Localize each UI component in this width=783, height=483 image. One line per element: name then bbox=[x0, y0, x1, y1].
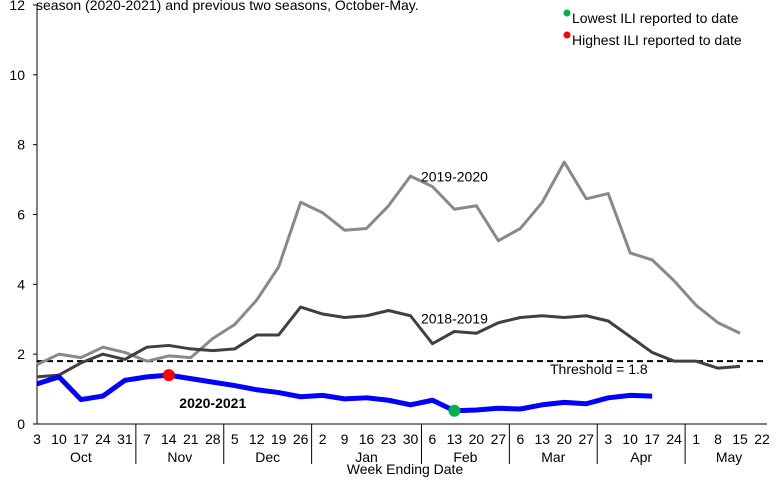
x-tick-label: 1 bbox=[692, 431, 700, 447]
x-tick-label: 6 bbox=[429, 431, 437, 447]
y-tick-label: 6 bbox=[17, 207, 25, 223]
y-tick-label: 8 bbox=[17, 137, 25, 153]
x-tick-label: 6 bbox=[516, 431, 524, 447]
legend-label: Highest ILI reported to date bbox=[572, 32, 742, 48]
x-tick-label: 31 bbox=[117, 431, 133, 447]
y-tick-label: 12 bbox=[9, 0, 25, 13]
x-tick-label: 10 bbox=[51, 431, 67, 447]
x-tick-label: 28 bbox=[205, 431, 221, 447]
series-line bbox=[36, 372, 653, 414]
series-line bbox=[36, 305, 741, 379]
x-tick-label: 3 bbox=[33, 431, 41, 447]
highlight-point bbox=[448, 404, 461, 417]
x-tick-label: 17 bbox=[73, 431, 89, 447]
month-label: Mar bbox=[541, 449, 565, 465]
month-label: Feb bbox=[453, 449, 477, 465]
x-tick-label: 20 bbox=[469, 431, 485, 447]
x-tick-label: 20 bbox=[556, 431, 572, 447]
x-tick-label: 9 bbox=[341, 431, 349, 447]
x-tick-label: 7 bbox=[143, 431, 151, 447]
month-label: May bbox=[716, 449, 742, 465]
series-line bbox=[36, 160, 741, 366]
x-tick-label: 27 bbox=[491, 431, 507, 447]
x-tick-label: 30 bbox=[403, 431, 419, 447]
x-tick-label: 19 bbox=[271, 431, 287, 447]
x-tick-label: 13 bbox=[447, 431, 463, 447]
x-tick-label: 13 bbox=[535, 431, 551, 447]
x-axis-title: Week Ending Date bbox=[347, 461, 464, 477]
x-tick-label: 21 bbox=[183, 431, 199, 447]
x-tick-label: 12 bbox=[249, 431, 265, 447]
month-label: Oct bbox=[70, 449, 92, 465]
threshold-label: Threshold = 1.8 bbox=[550, 361, 648, 377]
x-tick-label: 3 bbox=[604, 431, 612, 447]
chart-title: season (2020-2021) and previous two seas… bbox=[36, 0, 419, 13]
x-tick-label: 17 bbox=[644, 431, 660, 447]
legend-label: Lowest ILI reported to date bbox=[572, 10, 739, 26]
x-tick-label: 8 bbox=[714, 431, 722, 447]
y-tick-label: 0 bbox=[17, 416, 25, 432]
x-tick-label: 16 bbox=[359, 431, 375, 447]
series-label: 2019-2020 bbox=[421, 168, 488, 184]
x-tick-label: 10 bbox=[622, 431, 638, 447]
x-tick-label: 26 bbox=[293, 431, 309, 447]
x-tick-label: 2 bbox=[319, 431, 327, 447]
x-tick-label: 27 bbox=[578, 431, 594, 447]
x-tick-label: 24 bbox=[666, 431, 682, 447]
x-tick-label: 23 bbox=[381, 431, 397, 447]
x-tick-label: 24 bbox=[95, 431, 111, 447]
month-label: Jan bbox=[355, 449, 378, 465]
x-tick-label: 15 bbox=[732, 431, 748, 447]
x-tick-label: 22 bbox=[754, 431, 770, 447]
month-label: Dec bbox=[255, 449, 280, 465]
month-label: Nov bbox=[167, 449, 192, 465]
legend-marker bbox=[563, 9, 571, 17]
highlight-point bbox=[162, 369, 175, 382]
x-tick-label: 5 bbox=[231, 431, 239, 447]
y-tick-label: 4 bbox=[17, 276, 25, 292]
y-tick-label: 2 bbox=[17, 346, 25, 362]
x-tick-label: 14 bbox=[161, 431, 177, 447]
series-label: 2020-2021 bbox=[179, 395, 246, 411]
month-label: Apr bbox=[630, 449, 652, 465]
series-label: 2018-2019 bbox=[421, 310, 488, 326]
legend-marker bbox=[563, 31, 571, 39]
y-tick-label: 10 bbox=[9, 67, 25, 83]
